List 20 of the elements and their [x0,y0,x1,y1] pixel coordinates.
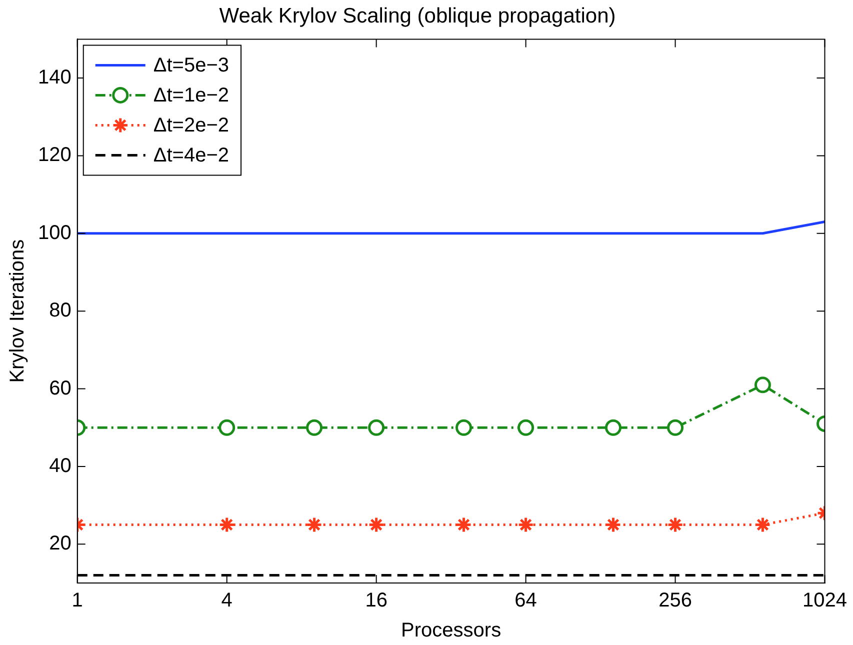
x-tick-label: 16 [365,590,388,612]
y-tick-label: 80 [49,300,72,322]
y-tick-label: 140 [38,66,72,89]
x-tick-label: 4 [221,590,232,612]
x-axis-title: Processors [401,620,502,642]
y-tick-label: 120 [38,144,72,166]
y-tick-label: 40 [49,454,72,477]
x-tick-label: 1 [72,590,83,612]
y-tick-label: 60 [49,377,72,400]
y-tick-label: 20 [49,532,72,555]
legend-label: Δt=1e−2 [153,84,230,107]
y-tick-label: 100 [38,222,72,244]
x-tick-label: 1024 [802,590,848,612]
x-tick-label: 64 [514,590,537,612]
legend-label: Δt=2e−2 [153,114,230,137]
legend-label: Δt=5e−3 [153,54,230,77]
legend-label: Δt=4e−2 [153,144,230,167]
y-axis-title: Krylov Iterations [6,239,29,383]
x-tick-label: 256 [658,590,692,612]
chart-title: Weak Krylov Scaling (oblique propagation) [219,4,616,28]
